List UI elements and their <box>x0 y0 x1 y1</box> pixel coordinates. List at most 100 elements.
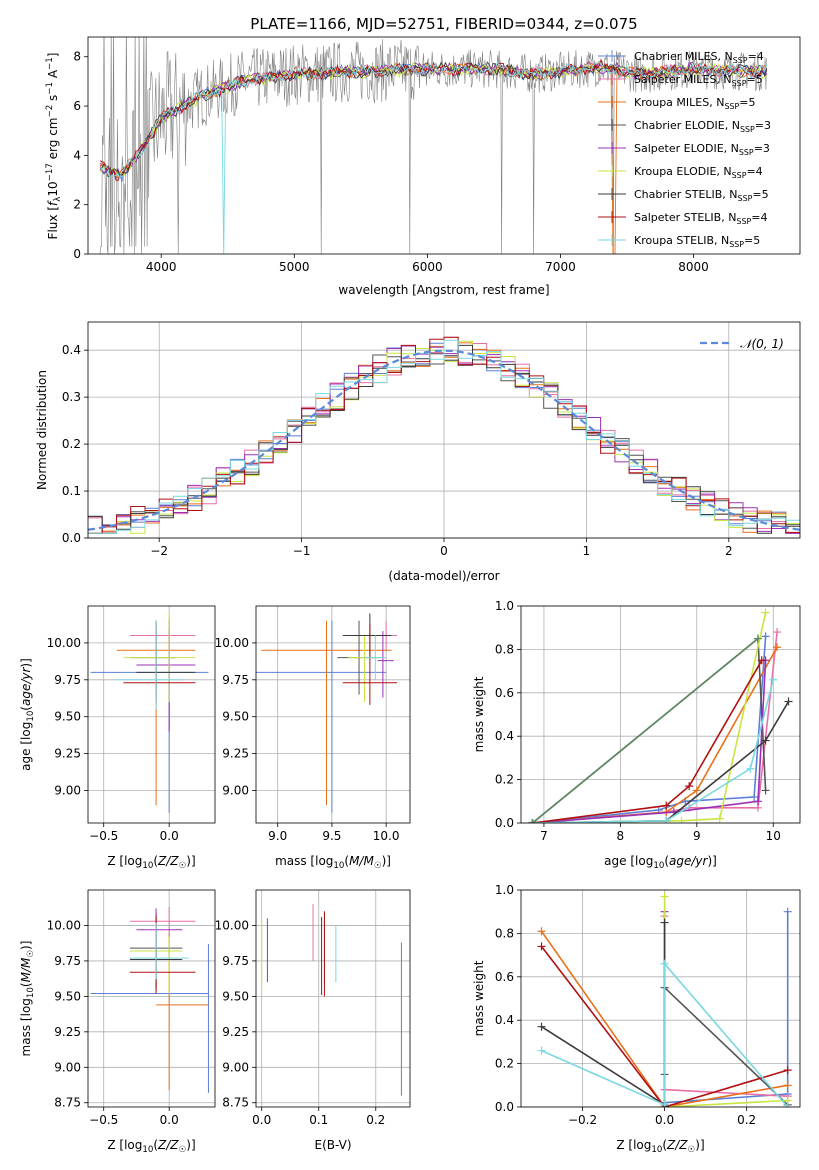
y-tick-label: 9.00 <box>222 1060 249 1074</box>
weight-marker <box>783 1103 792 1107</box>
x-tick-label: −0.5 <box>89 829 118 843</box>
histogram-step <box>88 336 800 534</box>
y-tick-label: 9.75 <box>54 673 81 687</box>
weight-marker <box>685 782 694 791</box>
y-tick-label: 10.00 <box>215 918 249 932</box>
weight-marker <box>660 892 669 901</box>
x-tick-label: 0.0 <box>655 1113 674 1127</box>
x-tick-label: 6000 <box>412 260 443 274</box>
x-tick-label: 10 <box>766 829 781 843</box>
x-tick-label: 9.0 <box>268 829 287 843</box>
axes-spectrum: 4000 5000 6000 7000 8000 0 2 4 6 8 wavelength [Ang… <box>45 36 801 297</box>
y-tick-label: 0.8 <box>495 642 514 656</box>
weight-marker <box>660 959 669 968</box>
y-tick-label: 10.00 <box>47 918 81 932</box>
y-tick-label: 9.75 <box>222 673 249 687</box>
weight-marker <box>783 1066 792 1075</box>
weight-marker <box>537 927 546 936</box>
y-tick-label: 1.0 <box>495 883 514 897</box>
axes-frame <box>520 889 801 1108</box>
axes-frame <box>520 605 801 824</box>
y-tick-label: 0.1 <box>62 484 81 498</box>
y-axis-label: mass weight <box>472 676 486 752</box>
y-tick-label: 6 <box>73 99 81 113</box>
x-tick-label: 10.0 <box>373 829 400 843</box>
weight-line <box>532 701 790 823</box>
x-tick-label: 0 <box>440 544 448 558</box>
model-spectrum <box>99 58 767 182</box>
y-tick-label: 9.00 <box>54 1060 81 1074</box>
x-tick-label: 0.2 <box>737 1113 756 1127</box>
axes-frame <box>87 889 216 1108</box>
legend-label: Kroupa ELODIE, NSSP=4 <box>634 165 763 180</box>
axes-residuals: −2 −1 0 1 2 0.0 0.1 0.2 0.3 0.4 𝒩(0, 1) (data-model… <box>35 321 801 583</box>
weight-marker <box>537 1022 546 1031</box>
x-tick-label: 0.0 <box>160 1113 179 1127</box>
y-tick-label: 9.75 <box>222 954 249 968</box>
y-tick-label: 0.0 <box>495 816 514 830</box>
axes-massweight_vs_Z: −0.2 0.0 0.2 0.0 0.2 0.4 0.6 0.8 1.0 Z [log10(Z/Z… <box>472 883 801 1155</box>
weight-marker <box>662 816 671 823</box>
legend-label: Kroupa STELIB, NSSP=5 <box>634 234 760 249</box>
axes-age_vs_mass: 9.0 9.5 10.0 9.00 9.25 9.50 9.75 10.00 mass [log… <box>215 605 411 871</box>
plot-area <box>261 904 402 1096</box>
legend-label: Chabrier STELIB, NSSP=5 <box>634 188 769 203</box>
y-tick-label: 9.50 <box>54 710 81 724</box>
y-tick-label: 0.6 <box>495 970 514 984</box>
y-tick-label: 0.6 <box>495 686 514 700</box>
legend-label: Salpeter MILES, NSSP=5 <box>634 73 763 88</box>
y-tick-label: 0.3 <box>62 390 81 404</box>
legend-label: 𝒩(0, 1) <box>740 337 784 351</box>
weight-marker <box>761 736 770 745</box>
y-tick-label: 9.00 <box>222 784 249 798</box>
weight-marker <box>769 675 778 684</box>
weight-marker <box>750 792 759 801</box>
weight-line <box>532 679 774 823</box>
x-tick-label: 0.0 <box>252 1113 271 1127</box>
x-axis-label: Z [log10(Z/Z☉)] <box>107 1138 195 1155</box>
weight-marker <box>660 1100 669 1107</box>
weight-marker <box>761 632 770 641</box>
weight-marker <box>715 814 724 823</box>
y-tick-label: 0 <box>73 247 81 261</box>
axes-age_vs_Z: −0.5 0.0 9.00 9.25 9.50 9.75 10.00 Z [log10(Z/Z… <box>19 605 216 871</box>
weight-marker <box>692 786 701 795</box>
weight-marker <box>783 907 792 916</box>
y-tick-label: 9.25 <box>222 747 249 761</box>
x-tick-label: 7000 <box>545 260 576 274</box>
plot-area <box>88 336 800 534</box>
plot-area <box>90 613 209 813</box>
x-tick-label: −1 <box>293 544 311 558</box>
weight-marker <box>753 634 762 643</box>
x-axis-label: mass [log10(M/M☉)] <box>275 854 391 871</box>
weight-marker <box>773 628 782 637</box>
plot-area <box>90 907 209 1093</box>
histogram-step <box>88 339 800 534</box>
axes-frame <box>87 605 216 824</box>
weight-marker <box>746 764 755 773</box>
x-tick-label: 2 <box>725 544 733 558</box>
y-axis-label: Normed distribution <box>35 370 49 490</box>
weight-line <box>532 659 763 823</box>
y-tick-label: 9.25 <box>54 747 81 761</box>
weight-line <box>540 930 788 1107</box>
x-axis-label: age [log10(age/yr)] <box>604 854 717 871</box>
y-tick-label: 10.00 <box>215 636 249 650</box>
x-axis-label: Z [log10(Z/Z☉)] <box>107 854 195 871</box>
x-axis-label: wavelength [Angstrom, rest frame] <box>338 283 549 297</box>
weight-marker <box>761 786 770 795</box>
model-spectrum <box>99 61 768 254</box>
weight-marker <box>757 656 766 665</box>
x-axis-label: (data-model)/error <box>388 569 499 583</box>
x-tick-label: 4000 <box>146 260 177 274</box>
x-tick-label: 9 <box>693 829 701 843</box>
y-tick-label: 0.4 <box>495 1013 514 1027</box>
y-tick-label: 9.25 <box>222 1025 249 1039</box>
y-tick-label: 8.75 <box>222 1096 249 1110</box>
weight-marker <box>677 816 686 823</box>
y-axis-label: mass [log10(M/M☉)] <box>19 941 36 1057</box>
weight-line <box>532 660 767 823</box>
y-tick-label: 9.00 <box>54 784 81 798</box>
y-tick-label: 0.0 <box>495 1100 514 1114</box>
